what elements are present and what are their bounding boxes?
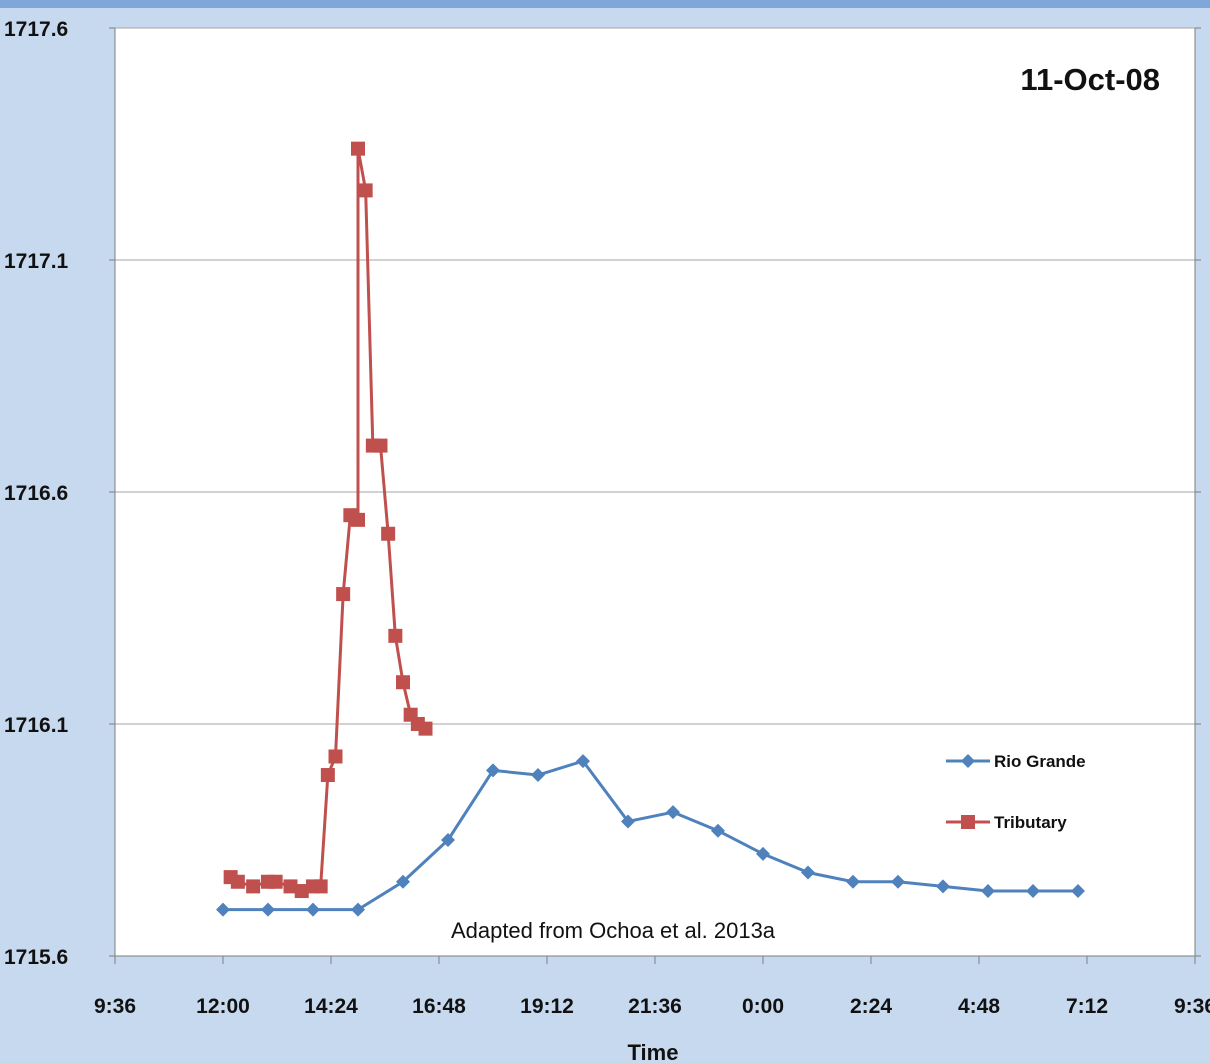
x-tick-label: 4:48 [958, 995, 1000, 1018]
tributary-point [268, 874, 283, 889]
chart-title: 11-Oct-08 [1020, 62, 1160, 97]
rio-grande-line [223, 759, 1078, 912]
tributary-point [351, 141, 365, 156]
tributary-series [223, 141, 433, 899]
tributary-point [230, 874, 245, 889]
grid-lines [115, 27, 1195, 725]
rio-grande-point [846, 874, 860, 889]
x-tick-label: 7:12 [1066, 995, 1108, 1018]
source-annotation: Adapted from Ochoa et al. 2013a [451, 918, 776, 943]
y-tick-label: 1716.6 [4, 482, 68, 505]
rio-grande-point [621, 814, 635, 829]
rio-grande-point [756, 846, 770, 861]
x-tick-label: 0:00 [742, 995, 784, 1018]
legend-marker-rio-grande [961, 754, 975, 768]
rio-grande-point [396, 874, 410, 889]
tributary-point [246, 879, 261, 894]
rio-grande-point [891, 874, 905, 889]
x-tick-label: 16:48 [412, 995, 466, 1018]
top-accent-bar [0, 0, 1210, 8]
x-tick-label: 12:00 [196, 995, 250, 1018]
y-tick-label: 1717.6 [4, 18, 68, 41]
y-tick-label: 1717.1 [4, 250, 69, 273]
tributary-point [294, 884, 309, 899]
x-tick-label: 14:24 [304, 995, 358, 1018]
tick-labels: 1715.6 1716.1 1716.6 1717.1 1717.6 9:36 12:00 1… [4, 18, 1210, 1018]
rio-grande-point [711, 823, 725, 838]
rio-grande-point [351, 902, 365, 917]
tributary-point [320, 768, 335, 783]
legend: Rio Grande Tributary [946, 752, 1086, 832]
tributary-point [358, 183, 373, 198]
rio-grande-point [666, 805, 680, 820]
tributary-point [388, 628, 403, 643]
rio-grande-point [441, 833, 455, 847]
rio-grande-point [936, 879, 950, 894]
tributary-point [373, 438, 388, 453]
tributary-point [381, 526, 396, 541]
rio-grande-point [1026, 884, 1040, 899]
x-tick-label: 2:24 [850, 995, 892, 1018]
tributary-point [396, 675, 410, 690]
tributary-point [351, 512, 365, 527]
y-tick-label: 1715.6 [4, 946, 68, 969]
legend-label-tributary: Tributary [994, 813, 1067, 832]
rio-grande-point [486, 763, 500, 778]
tributary-point [418, 721, 433, 736]
rio-grande-series [216, 754, 1085, 917]
x-tick-label: 21:36 [628, 995, 682, 1018]
tributary-point [328, 749, 343, 764]
legend-marker-tributary [961, 815, 975, 829]
rio-grande-point [531, 768, 545, 783]
tributary-point [336, 587, 351, 602]
y-tick-label: 1716.1 [4, 714, 69, 737]
series-layer [216, 141, 1085, 917]
rio-grande-point [261, 902, 275, 917]
tributary-point [283, 879, 298, 894]
rio-grande-point [801, 865, 815, 880]
rio-grande-point [216, 902, 230, 917]
rio-grande-point [981, 884, 995, 899]
axes [109, 27, 1201, 964]
x-axis-label: Time [628, 1040, 679, 1063]
rio-grande-point [306, 902, 320, 917]
x-tick-label: 9:36 [1174, 995, 1210, 1018]
rio-grande-point [1071, 884, 1085, 899]
tributary-point [313, 879, 328, 894]
x-tick-label: 19:12 [520, 995, 574, 1018]
x-tick-label: 9:36 [94, 995, 136, 1018]
rio-grande-point [576, 754, 590, 769]
legend-label-rio-grande: Rio Grande [994, 752, 1086, 771]
